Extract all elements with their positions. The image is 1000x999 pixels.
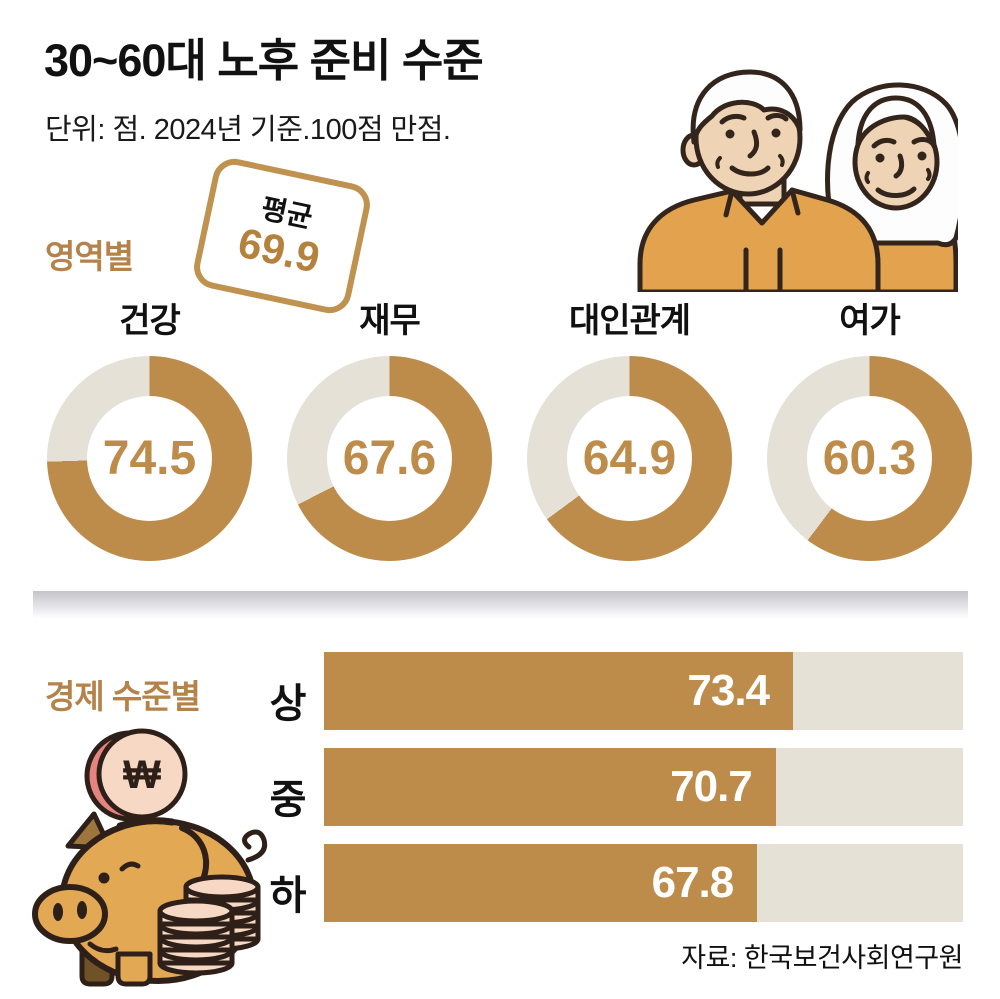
donut-label-finance: 재무	[359, 302, 421, 340]
bar-track-middle: 70.7	[324, 748, 963, 826]
bar-label-middle: 중	[269, 778, 307, 822]
bar-track-low: 67.8	[324, 844, 963, 922]
section-divider	[33, 591, 968, 619]
elderly-couple-illustration	[637, 69, 958, 292]
section-label-by-economic-level: 경제 수준별	[45, 678, 201, 715]
donut-label-health: 건강	[119, 302, 181, 340]
average-badge: 평균 69.9	[190, 154, 374, 318]
donut-item-relationships: 대인관계 64.9	[527, 298, 732, 561]
donut-item-finance: 재무 67.6	[287, 298, 492, 561]
subtitle-unit-note: 단위: 점. 2024년 기준.100점 만점.	[45, 114, 451, 146]
bar-track-high: 73.4	[324, 652, 963, 730]
donut-label-relationships: 대인관계	[568, 302, 691, 340]
donut-chart-finance: 67.6	[287, 356, 492, 561]
bar-label-low: 하	[269, 874, 307, 918]
donut-label-leisure: 여가	[839, 302, 901, 340]
donut-value-relationships: 64.9	[582, 432, 677, 485]
bar-value-low: 67.8	[651, 858, 735, 907]
page-title: 30~60대 노후 준비 수준	[44, 35, 484, 86]
bar-label-high: 상	[269, 682, 307, 726]
bar-value-high: 73.4	[687, 666, 770, 715]
bar-fill-high: 73.4	[324, 652, 794, 730]
bar-fill-low: 67.8	[324, 844, 758, 922]
donut-value-health: 74.5	[102, 432, 197, 485]
average-badge-value: 69.9	[234, 218, 324, 282]
source-credit: 자료: 한국보건사회연구원	[681, 943, 963, 973]
donut-item-health: 건강 74.5	[47, 298, 252, 561]
section-label-by-area: 영역별	[45, 238, 134, 275]
donut-chart-health: 74.5	[47, 356, 252, 561]
piggy-bank-illustration: ₩	[32, 728, 268, 987]
donut-value-finance: 67.6	[342, 432, 437, 485]
donut-value-leisure: 60.3	[822, 432, 917, 485]
won-symbol: ₩	[123, 753, 161, 797]
bar-value-middle: 70.7	[670, 762, 753, 811]
donut-chart-relationships: 64.9	[527, 356, 732, 561]
donut-chart-leisure: 60.3	[767, 356, 972, 561]
bar-fill-middle: 70.7	[324, 748, 776, 826]
donut-item-leisure: 여가 60.3	[767, 298, 972, 561]
